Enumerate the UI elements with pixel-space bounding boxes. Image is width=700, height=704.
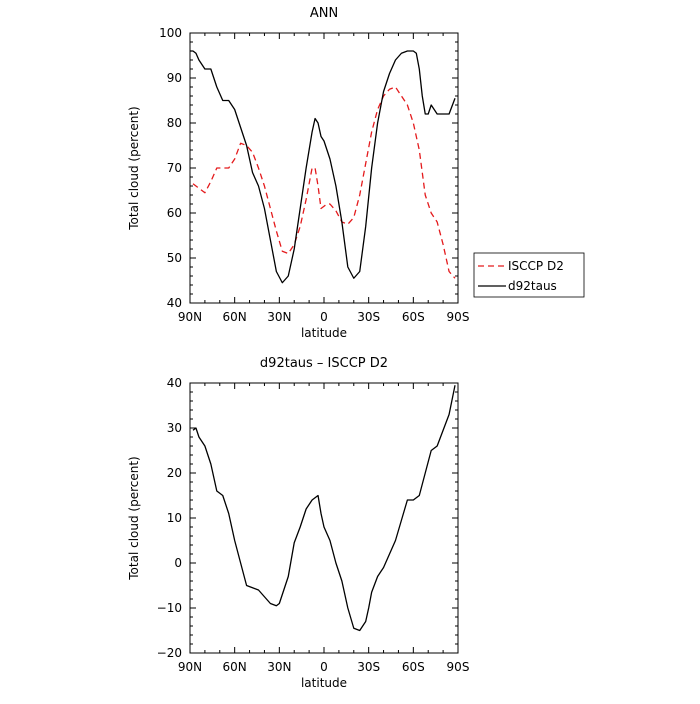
x-tick-label: 90N: [178, 310, 202, 324]
y-tick-label: −10: [157, 601, 182, 615]
x-tick-label: 60N: [223, 660, 247, 674]
x-tick-label: 30N: [267, 660, 291, 674]
legend-label: ISCCP D2: [508, 259, 564, 273]
series-line-1: [192, 385, 456, 632]
y-tick-label: 0: [174, 556, 182, 570]
legend: ISCCP D2 d92taus: [473, 252, 585, 298]
x-axis-label: latitude: [301, 676, 347, 690]
x-tick-label: 90S: [447, 310, 470, 324]
x-tick-label: 60N: [223, 310, 247, 324]
chart-panel-1: ANN 90N 60N 30N 0 30S 60S 90S 40 50 60 70 80 90 100 lat…: [127, 6, 585, 340]
y-tick-label: 30: [167, 421, 182, 435]
chart-title: d92taus – ISCCP D2: [260, 356, 388, 371]
y-tick-label: 40: [167, 376, 182, 390]
y-tick-label: 100: [159, 26, 182, 40]
y-tick-label: 90: [167, 71, 182, 85]
series-line-d92taus: [190, 50, 456, 284]
y-tick-label: 50: [167, 251, 182, 265]
plot-frame: [189, 32, 459, 304]
x-tick-label: 90S: [447, 660, 470, 674]
x-tick-label: 90N: [178, 660, 202, 674]
y-tick-label: 40: [167, 296, 182, 310]
x-tick-label: 30N: [267, 310, 291, 324]
x-tick-label: 60S: [402, 660, 425, 674]
chart-panel-2: d92taus – ISCCP D2 90N 60N 30N 0 30S 60S 90S −20…: [127, 356, 469, 690]
chart-title: ANN: [310, 6, 338, 21]
y-tick-label: 60: [167, 206, 182, 220]
y-axis-label: Total cloud (percent): [127, 106, 141, 230]
legend-label: d92taus: [508, 279, 557, 293]
x-tick-label: 30S: [357, 310, 380, 324]
y-tick-label: 10: [167, 511, 182, 525]
x-tick-label: 30S: [357, 660, 380, 674]
legend-box: [473, 252, 585, 298]
x-tick-label: 60S: [402, 310, 425, 324]
y-tick-label: −20: [157, 646, 182, 660]
y-tick-label: 80: [167, 116, 182, 130]
y-axis-label: Total cloud (percent): [127, 456, 141, 580]
y-tick-label: 70: [167, 161, 182, 175]
x-tick-label: 0: [320, 660, 328, 674]
y-tick-label: 20: [167, 466, 182, 480]
x-axis-label: latitude: [301, 326, 347, 340]
series-line-isccp-d2: [192, 86, 456, 279]
x-tick-label: 0: [320, 310, 328, 324]
